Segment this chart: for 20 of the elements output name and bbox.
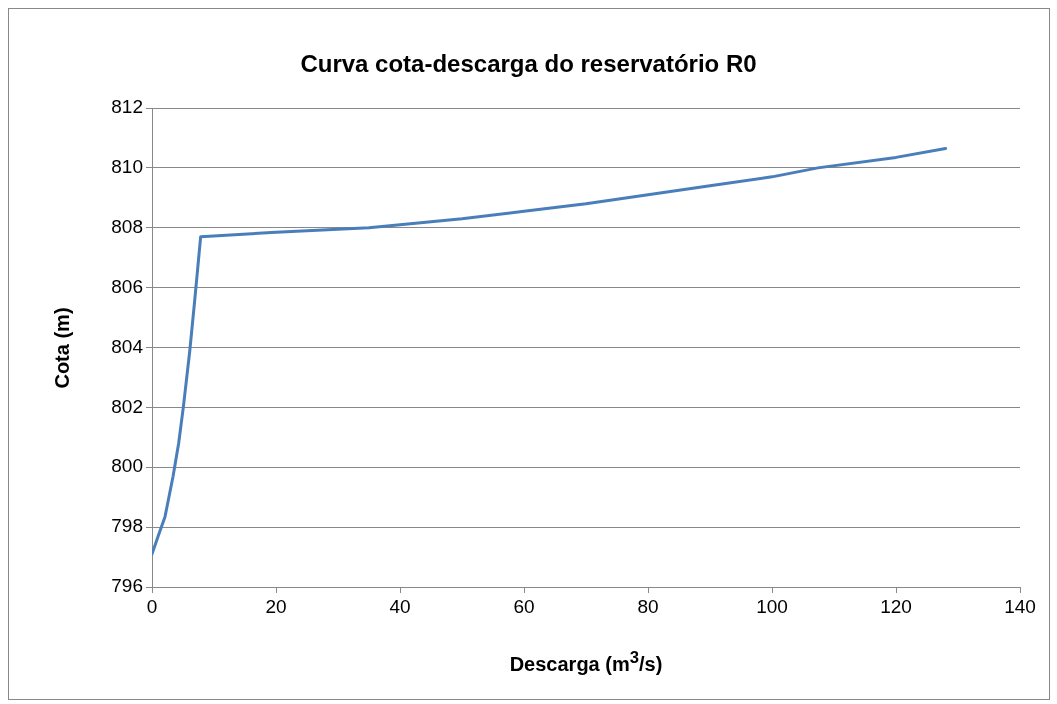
y-tick-label: 808 (111, 215, 143, 237)
x-tick-label: 20 (265, 595, 287, 617)
x-axis-title: Descarga (m$^{3}$/s) (508, 648, 664, 676)
y-tick-label: 800 (111, 455, 143, 477)
x-tick-label: 0 (146, 595, 158, 617)
x-tick-label: 80 (637, 595, 659, 617)
x-tick-label: 60 (513, 595, 535, 617)
x-tick-label: 140 (1004, 595, 1036, 617)
y-tick-label: 804 (111, 335, 144, 357)
y-tick-label: 812 (111, 96, 143, 118)
y-tick-label: 806 (111, 275, 143, 297)
y-tick-label: 810 (111, 156, 143, 178)
y-tick-label: 802 (111, 395, 143, 417)
y-axis-title: Cota (m) (50, 307, 74, 389)
y-tick-label: 796 (111, 575, 143, 597)
chart-title: Curva cota-descarga do reservatório R0 (299, 50, 758, 78)
x-tick-label: 120 (880, 595, 912, 617)
x-tick-label: 100 (756, 595, 788, 617)
y-tick-label: 798 (111, 515, 143, 537)
x-tick-label: 40 (389, 595, 411, 617)
